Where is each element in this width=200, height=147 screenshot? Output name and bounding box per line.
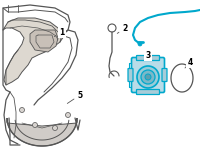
- FancyBboxPatch shape: [136, 90, 160, 95]
- Text: 4: 4: [185, 57, 193, 68]
- Circle shape: [145, 74, 151, 80]
- Text: 3: 3: [145, 51, 151, 60]
- Circle shape: [20, 107, 24, 112]
- FancyBboxPatch shape: [162, 69, 167, 81]
- Circle shape: [32, 122, 38, 127]
- Polygon shape: [7, 118, 77, 146]
- FancyBboxPatch shape: [136, 56, 160, 61]
- Circle shape: [52, 126, 58, 131]
- Text: 5: 5: [67, 91, 83, 103]
- Circle shape: [137, 66, 159, 88]
- Text: 1: 1: [54, 27, 65, 37]
- Circle shape: [138, 42, 142, 46]
- Polygon shape: [3, 18, 62, 85]
- Polygon shape: [171, 64, 193, 92]
- FancyBboxPatch shape: [128, 69, 133, 81]
- Text: 2: 2: [117, 24, 128, 33]
- Circle shape: [141, 70, 155, 84]
- Polygon shape: [30, 30, 58, 52]
- FancyBboxPatch shape: [132, 57, 164, 92]
- Circle shape: [66, 112, 70, 117]
